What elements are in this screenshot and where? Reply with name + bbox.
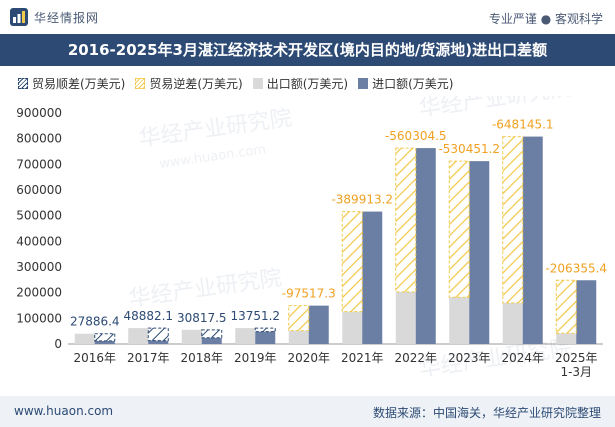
export-bar: [181, 329, 202, 344]
slogan: 专业严谨 ● 客观科学: [488, 12, 603, 26]
data-label: 27886.4: [70, 315, 120, 329]
footer: www.huaon.com 数据来源：中国海关，华经产业研究院整理: [0, 396, 615, 427]
legend-swatch-surplus: [18, 77, 28, 89]
data-label: 30817.5: [177, 311, 227, 325]
import-bar: [522, 136, 543, 344]
legend-swatch-export: [252, 77, 263, 89]
x-tick-label: 2018年: [180, 351, 223, 365]
export-bar: [342, 311, 363, 344]
export-bar: [235, 328, 256, 344]
data-label: -530451.2: [438, 142, 500, 156]
data-label: -206355.4: [545, 261, 607, 275]
export-bar: [128, 328, 149, 344]
y-tick-label: 400000: [16, 234, 62, 248]
surplus-bar: [201, 329, 223, 339]
x-tick-label: 1-3月: [560, 365, 592, 379]
legend-label-surplus: 贸易顺差(万美元): [32, 76, 126, 91]
y-tick-label: 600000: [16, 183, 62, 197]
deficit-bar: [555, 279, 577, 334]
legend-swatch-import: [358, 77, 369, 89]
chart-title: 2016-2025年3月湛江经济技术开发区(境内目的地/货源地)进出口差额: [67, 41, 548, 59]
import-bar: [148, 340, 169, 344]
x-tick-label: 2016年: [73, 351, 116, 365]
y-tick-label: 800000: [16, 132, 62, 146]
x-tick-label: 2021年: [341, 351, 384, 365]
data-label: 48882.1: [123, 309, 173, 323]
x-tick-label: 2019年: [234, 351, 277, 365]
data-label: 13751.2: [230, 309, 280, 323]
y-tick-label: 200000: [16, 286, 62, 300]
data-label: -648145.1: [492, 118, 554, 132]
bar-layer: [74, 136, 597, 344]
export-bar: [449, 297, 470, 344]
legend-label-import: 进口额(万美元): [372, 76, 454, 91]
import-bar: [201, 337, 222, 344]
data-label: -389913.2: [331, 193, 393, 207]
x-tick-label: 2023年: [448, 351, 491, 365]
surplus-bar: [254, 327, 276, 333]
legend-swatch-deficit: [135, 77, 146, 89]
watermark-text: 华经产业研究院: [127, 266, 283, 312]
deficit-bar: [502, 136, 524, 304]
legend-label-export: 出口额(万美元): [266, 76, 349, 91]
brand[interactable]: 华经情报网: [10, 8, 99, 26]
deficit-bar: [395, 147, 417, 293]
legend-item-deficit[interactable]: 贸易逆差(万美元): [135, 75, 243, 92]
import-bar: [576, 280, 597, 344]
legend-item-import[interactable]: 进口额(万美元): [358, 75, 454, 92]
import-bar: [308, 305, 329, 344]
y-tick-label: 900000: [16, 106, 62, 120]
bar-chart: 华经产业研究院 www.huaon.com 华经产业研究院 华经产业研究院 华经…: [16, 96, 607, 382]
surplus-bar: [94, 333, 116, 342]
import-bar: [255, 331, 276, 344]
y-tick-label: 300000: [16, 260, 62, 274]
export-bar: [74, 333, 95, 344]
import-bar: [469, 161, 490, 344]
import-bar: [362, 211, 383, 344]
legend-label-deficit: 贸易逆差(万美元): [149, 76, 243, 91]
y-tick-label: 500000: [16, 209, 62, 223]
data-label: -560304.5: [385, 129, 447, 143]
x-tick-label: 2025年: [555, 351, 598, 365]
title-bar: 2016-2025年3月湛江经济技术开发区(境内目的地/货源地)进出口差额: [0, 34, 615, 66]
label-layer: 27886.4 48882.1 30817.5 13751.2-97517.3 -389…: [70, 118, 607, 329]
data-source: 数据来源：中国海关，华经产业研究院整理: [372, 406, 601, 420]
y-tick-label: 0: [54, 337, 62, 351]
top-bar: 华经情报网 专业严谨 ● 客观科学: [0, 0, 615, 34]
watermark-text: 华经产业研究院: [137, 106, 293, 152]
export-bar: [395, 291, 416, 344]
x-tick-label: 2017年: [127, 351, 170, 365]
watermark-text: 华经产业研究院: [417, 336, 573, 382]
import-bar: [94, 340, 115, 344]
legend: 贸易顺差(万美元) 贸易逆差(万美元) 出口额(万美元) 进口额(万美元): [18, 74, 464, 92]
deficit-bar: [288, 305, 310, 332]
site-url[interactable]: www.huaon.com: [14, 404, 114, 418]
x-tick-label: 2024年: [501, 351, 544, 365]
deficit-bar: [341, 211, 363, 313]
axis-layer: 0 100000 200000 300000 400000 500000 600000 700…: [16, 106, 603, 379]
legend-item-surplus[interactable]: 贸易顺差(万美元): [18, 75, 125, 92]
data-label: -97517.3: [282, 287, 336, 301]
legend-item-export[interactable]: 出口额(万美元): [252, 75, 349, 92]
brand-name: 华经情报网: [34, 10, 100, 25]
surplus-bar: [147, 327, 169, 342]
export-bar: [288, 330, 309, 344]
y-tick-label: 700000: [16, 157, 62, 171]
x-tick-label: 2020年: [287, 351, 330, 365]
logo-icon: [10, 8, 28, 26]
y-tick-label: 100000: [16, 311, 62, 325]
export-bar: [556, 333, 577, 344]
export-bar: [502, 302, 523, 344]
import-bar: [415, 148, 436, 344]
deficit-bar: [448, 160, 470, 298]
x-tick-label: 2022年: [394, 351, 437, 365]
